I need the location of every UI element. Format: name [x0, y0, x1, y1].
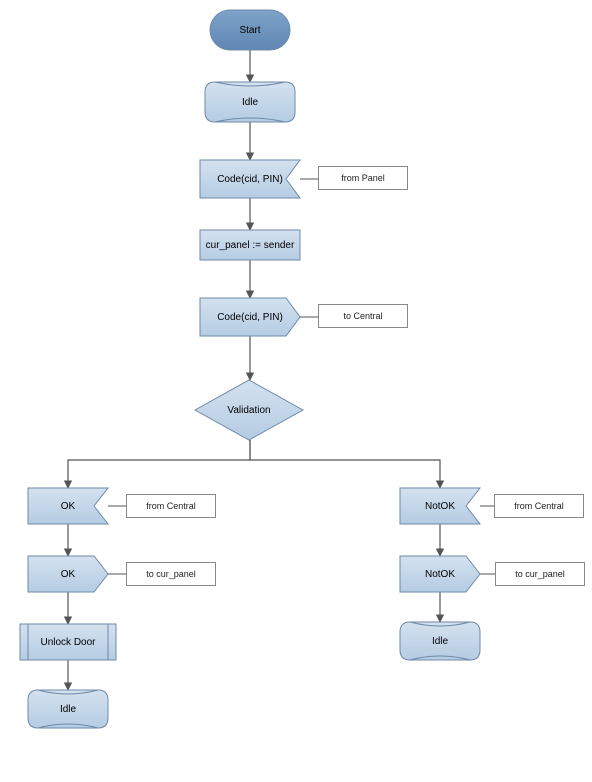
node-code1: Code(cid, PIN) [200, 160, 300, 198]
node-code2: Code(cid, PIN) [200, 298, 300, 336]
annotation-a6: to cur_panel [495, 562, 585, 586]
node-assign: cur_panel := sender [200, 230, 300, 260]
annotation-a1: from Panel [318, 166, 408, 190]
node-idle3: Idle [400, 622, 480, 660]
annotation-a2: to Central [318, 304, 408, 328]
annotation-a5: from Central [494, 494, 584, 518]
node-validation: Validation [195, 380, 303, 440]
annotation-a4: to cur_panel [126, 562, 216, 586]
node-notok_recv: NotOK [400, 488, 480, 524]
node-start: Start [210, 10, 290, 50]
node-unlock: Unlock Door [20, 624, 116, 660]
flowchart-canvas: Start Idle Code(cid, PIN) cur_panel := send… [0, 0, 592, 782]
edge-validation-notok_recv [250, 440, 440, 488]
node-idle2: Idle [28, 690, 108, 728]
node-notok_send: NotOK [400, 556, 480, 592]
node-idle1: Idle [205, 82, 295, 122]
node-ok_recv: OK [28, 488, 108, 524]
annotation-a3: from Central [126, 494, 216, 518]
node-ok_send: OK [28, 556, 108, 592]
edge-validation-ok_recv [68, 440, 250, 488]
